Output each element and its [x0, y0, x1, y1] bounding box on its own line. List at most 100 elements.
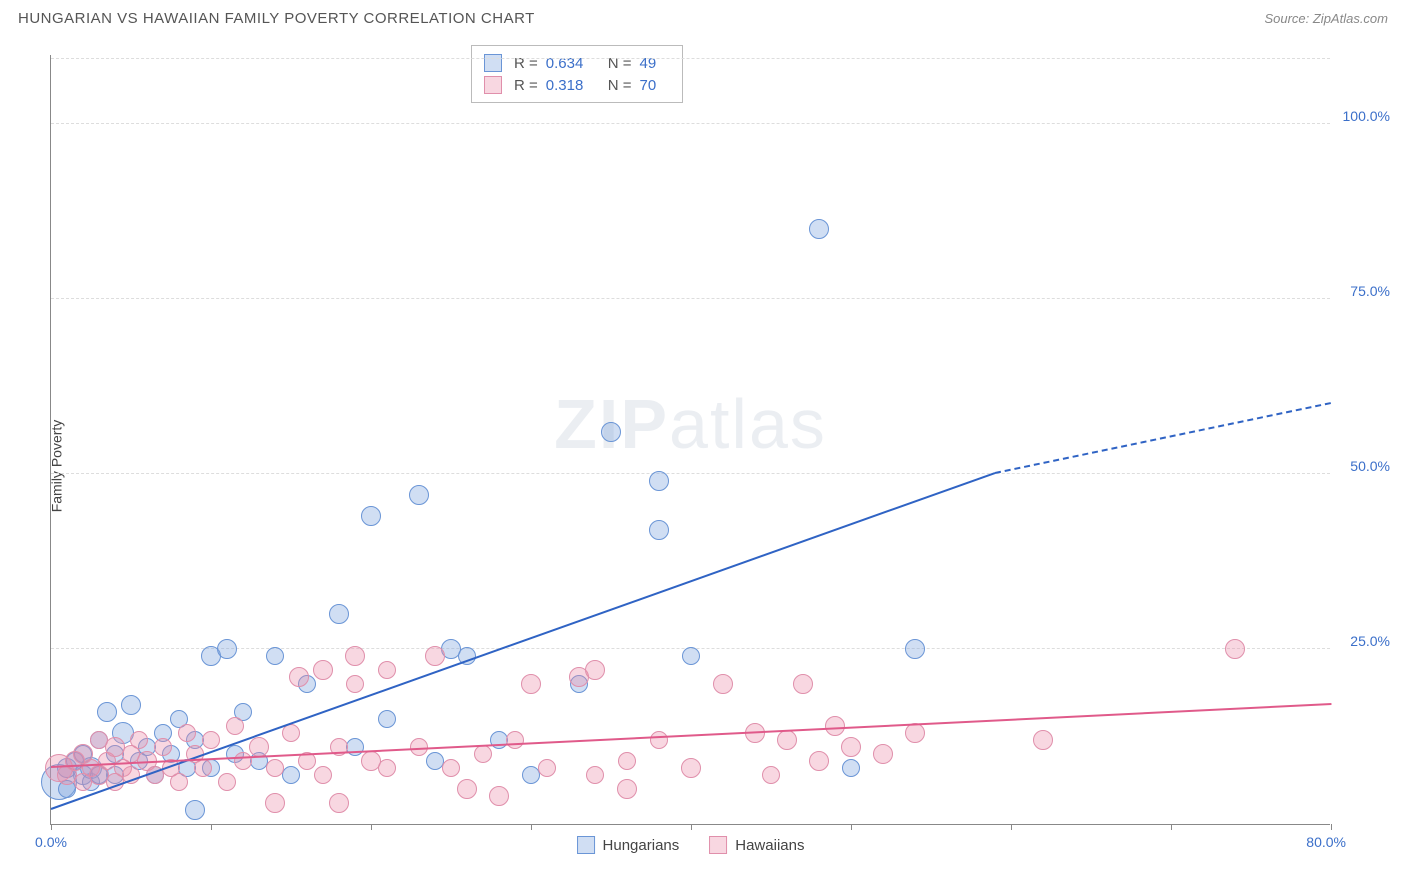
data-point — [617, 779, 637, 799]
correlation-stats-box: R =0.634N =49R =0.318N =70 — [471, 45, 683, 103]
series-name: Hungarians — [603, 837, 680, 854]
y-tick-label: 25.0% — [1335, 633, 1390, 649]
data-point — [825, 716, 845, 736]
plot-area: ZIPatlas R =0.634N =49R =0.318N =70 Hung… — [50, 55, 1330, 825]
data-point — [682, 647, 700, 665]
data-point — [905, 639, 925, 659]
data-point — [289, 667, 309, 687]
x-tick — [1171, 824, 1172, 830]
data-point — [361, 506, 381, 526]
data-point — [378, 710, 396, 728]
data-point — [346, 675, 364, 693]
legend-item: Hawaiians — [709, 836, 804, 854]
data-point — [457, 779, 477, 799]
source-attribution: Source: ZipAtlas.com — [1264, 11, 1388, 26]
data-point — [282, 766, 300, 784]
data-point — [409, 485, 429, 505]
data-point — [329, 604, 349, 624]
legend: Hungarians Hawaiians — [577, 836, 805, 854]
data-point — [601, 422, 621, 442]
y-tick-label: 50.0% — [1335, 458, 1390, 474]
data-point — [130, 731, 148, 749]
stats-row: R =0.318N =70 — [484, 74, 670, 96]
data-point — [266, 759, 284, 777]
data-point — [249, 737, 269, 757]
data-point — [650, 731, 668, 749]
x-tick — [531, 824, 532, 830]
data-point — [538, 759, 556, 777]
data-point — [489, 786, 509, 806]
data-point — [586, 766, 604, 784]
x-tick — [211, 824, 212, 830]
data-point — [1225, 639, 1245, 659]
n-label: N = — [608, 77, 632, 94]
data-point — [442, 759, 460, 777]
data-point — [425, 646, 445, 666]
data-point — [178, 724, 196, 742]
series-swatch — [484, 76, 502, 94]
data-point — [218, 773, 236, 791]
y-tick-label: 75.0% — [1335, 283, 1390, 299]
x-tick-label: 80.0% — [1291, 834, 1346, 850]
data-point — [841, 737, 861, 757]
stats-row: R =0.634N =49 — [484, 52, 670, 74]
series-swatch — [709, 836, 727, 854]
data-point — [121, 695, 141, 715]
legend-item: Hungarians — [577, 836, 680, 854]
data-point — [809, 751, 829, 771]
data-point — [378, 759, 396, 777]
data-point — [585, 660, 605, 680]
x-tick — [1011, 824, 1012, 830]
data-point — [202, 731, 220, 749]
data-point — [226, 717, 244, 735]
data-point — [506, 731, 524, 749]
data-point — [265, 793, 285, 813]
chart-container: Family Poverty ZIPatlas R =0.634N =49R =… — [0, 40, 1406, 892]
data-point — [521, 674, 541, 694]
data-point — [266, 647, 284, 665]
data-point — [618, 752, 636, 770]
x-tick — [691, 824, 692, 830]
x-tick-label: 0.0% — [35, 834, 67, 850]
data-point — [873, 744, 893, 764]
data-point — [345, 646, 365, 666]
data-point — [313, 660, 333, 680]
data-point — [649, 471, 669, 491]
watermark: ZIPatlas — [554, 384, 827, 464]
n-value: 70 — [640, 77, 670, 94]
data-point — [314, 766, 332, 784]
data-point — [474, 745, 492, 763]
trend-line — [995, 402, 1331, 474]
x-tick — [851, 824, 852, 830]
data-point — [234, 752, 252, 770]
chart-title: HUNGARIAN VS HAWAIIAN FAMILY POVERTY COR… — [18, 10, 535, 27]
gridline — [51, 298, 1330, 299]
data-point — [194, 759, 212, 777]
series-swatch — [484, 54, 502, 72]
data-point — [217, 639, 237, 659]
data-point — [329, 793, 349, 813]
series-swatch — [577, 836, 595, 854]
data-point — [154, 738, 172, 756]
gridline — [51, 123, 1330, 124]
data-point — [777, 730, 797, 750]
data-point — [649, 520, 669, 540]
data-point — [97, 702, 117, 722]
data-point — [809, 219, 829, 239]
x-tick — [51, 824, 52, 830]
series-name: Hawaiians — [735, 837, 804, 854]
x-tick — [371, 824, 372, 830]
data-point — [170, 773, 188, 791]
y-tick-label: 100.0% — [1335, 108, 1390, 124]
data-point — [713, 674, 733, 694]
r-label: R = — [514, 77, 538, 94]
data-point — [378, 661, 396, 679]
data-point — [842, 759, 860, 777]
data-point — [793, 674, 813, 694]
data-point — [1033, 730, 1053, 750]
x-tick — [1331, 824, 1332, 830]
data-point — [681, 758, 701, 778]
data-point — [905, 723, 925, 743]
gridline — [51, 58, 1330, 59]
data-point — [185, 800, 205, 820]
